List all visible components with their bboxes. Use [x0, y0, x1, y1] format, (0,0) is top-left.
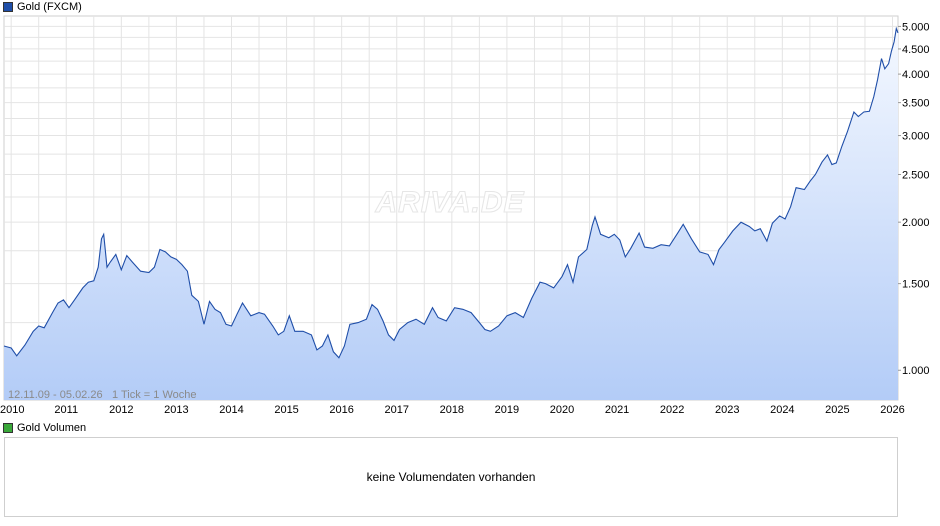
legend-price: Gold (FXCM) — [3, 0, 82, 14]
y-tick-label: 2.000 — [902, 217, 930, 229]
x-tick-label: 2014 — [219, 404, 243, 416]
x-tick-label: 2026 — [880, 404, 904, 416]
legend-volume-label: Gold Volumen — [17, 422, 87, 434]
price-chart: ARIVA.DE 12.11.09 - 05.02.26 1 Tick = 1 … — [0, 15, 930, 416]
y-tick-label: 1.500 — [902, 279, 930, 291]
legend-price-label: Gold (FXCM) — [17, 1, 82, 13]
legend-price-swatch — [3, 2, 13, 12]
price-line — [3, 26, 899, 359]
x-axis: 2010 2011 2012 2013 2014 2015 2016 2017 2018 2019… — [0, 404, 905, 416]
watermark: ARIVA.DE — [374, 186, 524, 219]
y-tick-label: 1.000 — [902, 365, 930, 377]
x-tick-label: 2017 — [385, 404, 409, 416]
x-tick-label: 2021 — [605, 404, 629, 416]
x-tick-label: 2015 — [274, 404, 298, 416]
x-tick-label: 2023 — [715, 404, 739, 416]
price-area — [4, 28, 898, 400]
legend-volume-swatch — [3, 423, 13, 433]
legend-volume: Gold Volumen — [3, 421, 86, 435]
x-tick-label: 2011 — [54, 404, 78, 416]
x-tick-label: 2020 — [550, 404, 574, 416]
y-tick-label: 3.000 — [902, 131, 930, 143]
y-axis: 1.000 1.500 2.000 2.500 3.000 3.500 4.000 4.500… — [898, 21, 930, 377]
y-tick-label: 3.500 — [902, 98, 930, 110]
x-tick-label: 2018 — [440, 404, 464, 416]
volume-empty-message: keine Volumendaten vorhanden — [366, 470, 536, 484]
x-tick-label: 2010 — [0, 404, 24, 416]
y-tick-label: 2.500 — [902, 170, 930, 182]
x-tick-label: 2019 — [495, 404, 519, 416]
range-label: 12.11.09 - 05.02.26 — [8, 389, 103, 401]
volume-panel: keine Volumendaten vorhanden — [4, 437, 898, 517]
x-tick-label: 2012 — [109, 404, 133, 416]
x-tick-label: 2022 — [660, 404, 684, 416]
tick-label: 1 Tick = 1 Woche — [112, 389, 196, 401]
y-tick-label: 4.000 — [902, 69, 930, 81]
y-tick-label: 5.000 — [902, 21, 930, 33]
x-tick-label: 2025 — [825, 404, 849, 416]
x-tick-label: 2024 — [770, 404, 794, 416]
y-tick-label: 4.500 — [902, 44, 930, 56]
x-tick-label: 2013 — [164, 404, 188, 416]
x-tick-label: 2016 — [329, 404, 353, 416]
